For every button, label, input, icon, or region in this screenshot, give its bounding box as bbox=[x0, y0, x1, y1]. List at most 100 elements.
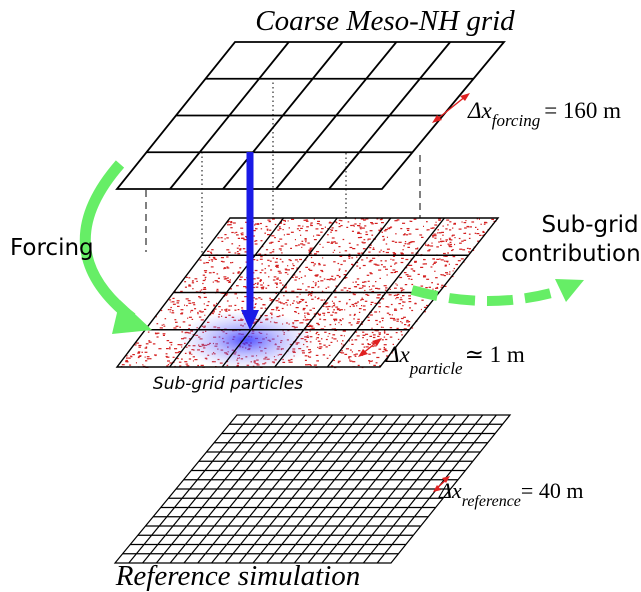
particle bbox=[376, 323, 379, 325]
particle bbox=[156, 332, 160, 334]
particle bbox=[294, 239, 296, 241]
particle bbox=[327, 308, 329, 310]
particle bbox=[198, 316, 202, 318]
particle bbox=[198, 296, 201, 298]
particle bbox=[394, 287, 397, 289]
particle bbox=[280, 222, 282, 224]
particle bbox=[169, 299, 172, 301]
particle bbox=[202, 279, 206, 282]
particle bbox=[444, 264, 447, 266]
particle bbox=[186, 365, 190, 367]
particle bbox=[427, 229, 430, 231]
particle bbox=[279, 238, 283, 240]
delta-x-symbol: Δx bbox=[467, 98, 492, 123]
particle bbox=[317, 340, 321, 342]
particle bbox=[348, 340, 350, 342]
particle bbox=[440, 286, 443, 288]
particle bbox=[389, 227, 392, 229]
particle bbox=[378, 294, 381, 296]
particle bbox=[356, 284, 360, 286]
particle bbox=[226, 300, 229, 302]
particle bbox=[350, 224, 353, 227]
particle bbox=[240, 234, 244, 236]
particle bbox=[393, 253, 397, 255]
particle bbox=[354, 355, 357, 357]
particle bbox=[287, 273, 289, 275]
particle bbox=[172, 297, 175, 299]
particle bbox=[188, 302, 192, 304]
particle bbox=[307, 319, 310, 321]
particle bbox=[300, 234, 302, 236]
particle bbox=[184, 304, 186, 306]
particle bbox=[317, 334, 320, 336]
particle bbox=[340, 334, 343, 337]
particle bbox=[380, 249, 382, 251]
particle bbox=[402, 305, 404, 307]
particle bbox=[427, 244, 430, 246]
particle bbox=[427, 250, 430, 252]
particle bbox=[409, 307, 411, 309]
particle bbox=[274, 223, 277, 226]
particle bbox=[138, 346, 141, 348]
particle bbox=[255, 240, 258, 242]
particle bbox=[348, 242, 351, 244]
particle bbox=[371, 327, 373, 329]
particle bbox=[138, 355, 142, 357]
particle bbox=[393, 271, 396, 273]
particle bbox=[406, 321, 409, 323]
particle bbox=[275, 300, 279, 302]
particle bbox=[337, 360, 341, 362]
particle bbox=[269, 229, 272, 231]
particle bbox=[338, 275, 341, 278]
particle bbox=[441, 274, 445, 276]
particle bbox=[308, 293, 311, 295]
delta-x-symbol: Δx bbox=[438, 478, 462, 503]
particle bbox=[302, 319, 305, 321]
particle bbox=[341, 352, 345, 354]
particle bbox=[210, 259, 214, 261]
particle bbox=[305, 289, 308, 291]
particle bbox=[320, 280, 324, 282]
particle bbox=[420, 308, 422, 311]
particle bbox=[148, 340, 151, 342]
particle bbox=[452, 227, 454, 229]
particle bbox=[465, 220, 467, 222]
particle bbox=[319, 224, 322, 226]
particle bbox=[393, 294, 396, 297]
particle bbox=[365, 233, 369, 236]
particle bbox=[363, 239, 366, 241]
particle bbox=[188, 284, 191, 286]
particle bbox=[281, 261, 283, 263]
particle bbox=[390, 258, 392, 260]
particle bbox=[465, 232, 466, 234]
particle bbox=[323, 299, 326, 301]
particle bbox=[448, 237, 451, 239]
particle bbox=[322, 354, 326, 356]
particle bbox=[350, 360, 353, 362]
particle bbox=[287, 220, 289, 222]
particle bbox=[425, 244, 427, 246]
particle bbox=[434, 224, 438, 226]
particle bbox=[311, 298, 314, 300]
particle bbox=[356, 256, 358, 258]
particle bbox=[173, 327, 177, 329]
particle bbox=[311, 291, 314, 293]
particle bbox=[229, 279, 231, 281]
particle bbox=[321, 328, 325, 330]
particle bbox=[364, 300, 368, 302]
particle bbox=[349, 314, 352, 316]
particle bbox=[352, 361, 356, 363]
particle bbox=[396, 297, 399, 299]
particle bbox=[394, 263, 396, 265]
particle bbox=[278, 272, 282, 274]
particle bbox=[311, 286, 315, 289]
particle bbox=[407, 229, 410, 231]
particle bbox=[371, 234, 374, 236]
particle bbox=[348, 257, 351, 259]
particle bbox=[184, 286, 187, 288]
particle bbox=[443, 260, 446, 262]
particle bbox=[277, 240, 280, 242]
particle bbox=[348, 322, 351, 324]
particle bbox=[342, 330, 346, 332]
particle bbox=[423, 311, 426, 313]
